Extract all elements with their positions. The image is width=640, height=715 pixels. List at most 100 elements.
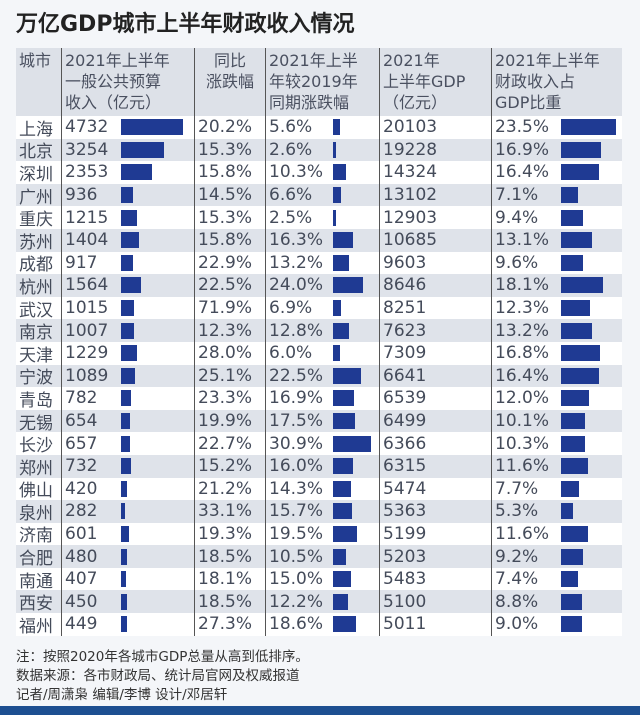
vs2019-bar — [333, 435, 371, 452]
vs2019-value: 6.9% — [269, 298, 313, 319]
revenue-value: 654 — [65, 411, 98, 432]
yoy-cell: 15.2% — [195, 454, 266, 478]
city-cell: 重庆 — [16, 206, 62, 230]
table-row: 长沙 657 22.7% 30.9% 6366 10.3% — [16, 432, 622, 456]
vs2019-bar — [333, 503, 353, 520]
yoy-cell: 15.8% — [195, 228, 266, 252]
yoy-cell: 23.3% — [195, 387, 266, 410]
share-cell: 13.2% — [492, 319, 622, 342]
share-cell: 10.3% — [492, 432, 622, 455]
revenue-cell: 3254 — [62, 138, 195, 162]
share-cell: 16.4% — [492, 365, 622, 388]
vs2019-cell: 5.6% — [266, 116, 380, 139]
vs2019-cell: 16.3% — [266, 228, 380, 252]
revenue-cell: 1007 — [62, 319, 195, 342]
vs2019-value: 16.0% — [269, 456, 324, 477]
share-bar — [561, 141, 601, 158]
revenue-cell: 420 — [62, 477, 195, 501]
revenue-value: 2353 — [65, 162, 109, 183]
city-cell: 福州 — [16, 613, 62, 637]
revenue-value: 1564 — [65, 275, 109, 296]
gdp-cell: 12903 — [380, 206, 492, 229]
city-cell: 无锡 — [16, 409, 62, 434]
vs2019-value: 22.5% — [269, 365, 324, 386]
city-cell: 武汉 — [16, 296, 62, 321]
table-row: 济南 601 19.3% 19.5% 5199 11.6% — [16, 522, 622, 546]
vs2019-bar — [333, 367, 361, 384]
share-value: 16.9% — [495, 139, 550, 160]
vs2019-cell: 2.6% — [266, 138, 380, 162]
share-bar — [561, 367, 600, 384]
revenue-bar — [121, 616, 127, 633]
revenue-cell: 1404 — [62, 228, 195, 252]
vs2019-value: 24.0% — [269, 275, 324, 296]
vs2019-bar — [333, 322, 349, 339]
vs2019-cell: 24.0% — [266, 274, 380, 297]
note-source: 数据来源：各市财政局、统计局官网及权威报道 — [16, 668, 300, 684]
yoy-cell: 25.1% — [195, 364, 266, 388]
yoy-cell: 18.1% — [195, 567, 266, 591]
table-row: 宁波 1089 25.1% 22.5% 6641 16.4% — [16, 364, 622, 388]
yoy-cell: 12.3% — [195, 319, 266, 342]
city-cell: 佛山 — [16, 477, 62, 501]
gdp-cell: 10685 — [380, 228, 492, 252]
revenue-cell: 1564 — [62, 274, 195, 297]
table-row: 西安 450 18.5% 12.2% 5100 8.8% — [16, 590, 622, 614]
table-row: 苏州 1404 15.8% 16.3% 10685 13.1% — [16, 228, 622, 253]
vs2019-value: 14.3% — [269, 478, 324, 499]
city-cell: 成都 — [16, 251, 62, 275]
city-cell: 济南 — [16, 522, 62, 546]
city-cell: 南京 — [16, 319, 62, 343]
revenue-value: 1015 — [65, 298, 109, 319]
revenue-value: 1089 — [65, 365, 109, 386]
vs2019-cell: 10.5% — [266, 545, 380, 568]
share-bar — [561, 345, 601, 362]
city-cell: 合肥 — [16, 545, 62, 569]
share-cell: 7.7% — [492, 478, 622, 501]
header-share: 2021年上半年 财政收入占 GDP比重 — [495, 51, 600, 112]
revenue-cell: 480 — [62, 545, 195, 568]
share-value: 9.4% — [495, 207, 539, 228]
gdp-cell: 9603 — [380, 251, 492, 275]
vs2019-bar — [333, 345, 341, 362]
share-bar — [561, 503, 574, 520]
note-sort: 注：按照2020年各城市GDP总量从高到低排序。 — [16, 649, 309, 665]
revenue-cell: 732 — [62, 454, 195, 478]
revenue-cell: 4732 — [62, 116, 195, 139]
vs2019-bar — [333, 548, 346, 565]
revenue-bar — [121, 232, 140, 249]
header-city: 城市 — [16, 48, 62, 116]
yoy-cell: 22.5% — [195, 274, 266, 297]
revenue-bar — [121, 300, 135, 317]
yoy-cell: 22.9% — [195, 251, 266, 275]
vs2019-value: 12.2% — [269, 591, 324, 612]
table-body: 上海 4732 20.2% 5.6% 20103 23.5% 北京 3254 15.3% 2.6%… — [16, 116, 622, 637]
yoy-cell: 27.3% — [195, 613, 266, 636]
city-cell: 天津 — [16, 341, 62, 366]
vs2019-bar — [333, 277, 363, 294]
share-value: 10.3% — [495, 433, 550, 454]
vs2019-value: 19.5% — [269, 523, 324, 544]
revenue-value: 4732 — [65, 117, 109, 138]
vs2019-cell: 18.6% — [266, 613, 380, 636]
table-row: 佛山 420 21.2% 14.3% 5474 7.7% — [16, 477, 622, 501]
vs2019-bar — [333, 593, 348, 610]
vs2019-bar — [333, 458, 353, 475]
share-bar — [561, 413, 585, 430]
vs2019-value: 15.7% — [269, 501, 324, 522]
share-cell: 5.3% — [492, 500, 622, 523]
header-gdp: 2021年 上半年GDP （亿元） — [380, 48, 492, 116]
revenue-value: 420 — [65, 478, 98, 499]
revenue-cell: 450 — [62, 590, 195, 614]
vs2019-value: 15.0% — [269, 569, 324, 590]
revenue-value: 3254 — [65, 139, 109, 160]
vs2019-cell: 12.8% — [266, 319, 380, 342]
vs2019-bar — [333, 164, 346, 181]
gdp-cell: 6315 — [380, 454, 492, 478]
data-table: 城市 2021年上半年 一般公共预算 收入（亿元） 同比 涨跌幅 2021年上半… — [16, 48, 622, 637]
share-cell: 16.9% — [492, 139, 622, 162]
share-value: 16.4% — [495, 162, 550, 183]
share-cell: 12.3% — [492, 297, 622, 320]
vs2019-value: 6.0% — [269, 343, 313, 364]
revenue-cell: 936 — [62, 183, 195, 207]
